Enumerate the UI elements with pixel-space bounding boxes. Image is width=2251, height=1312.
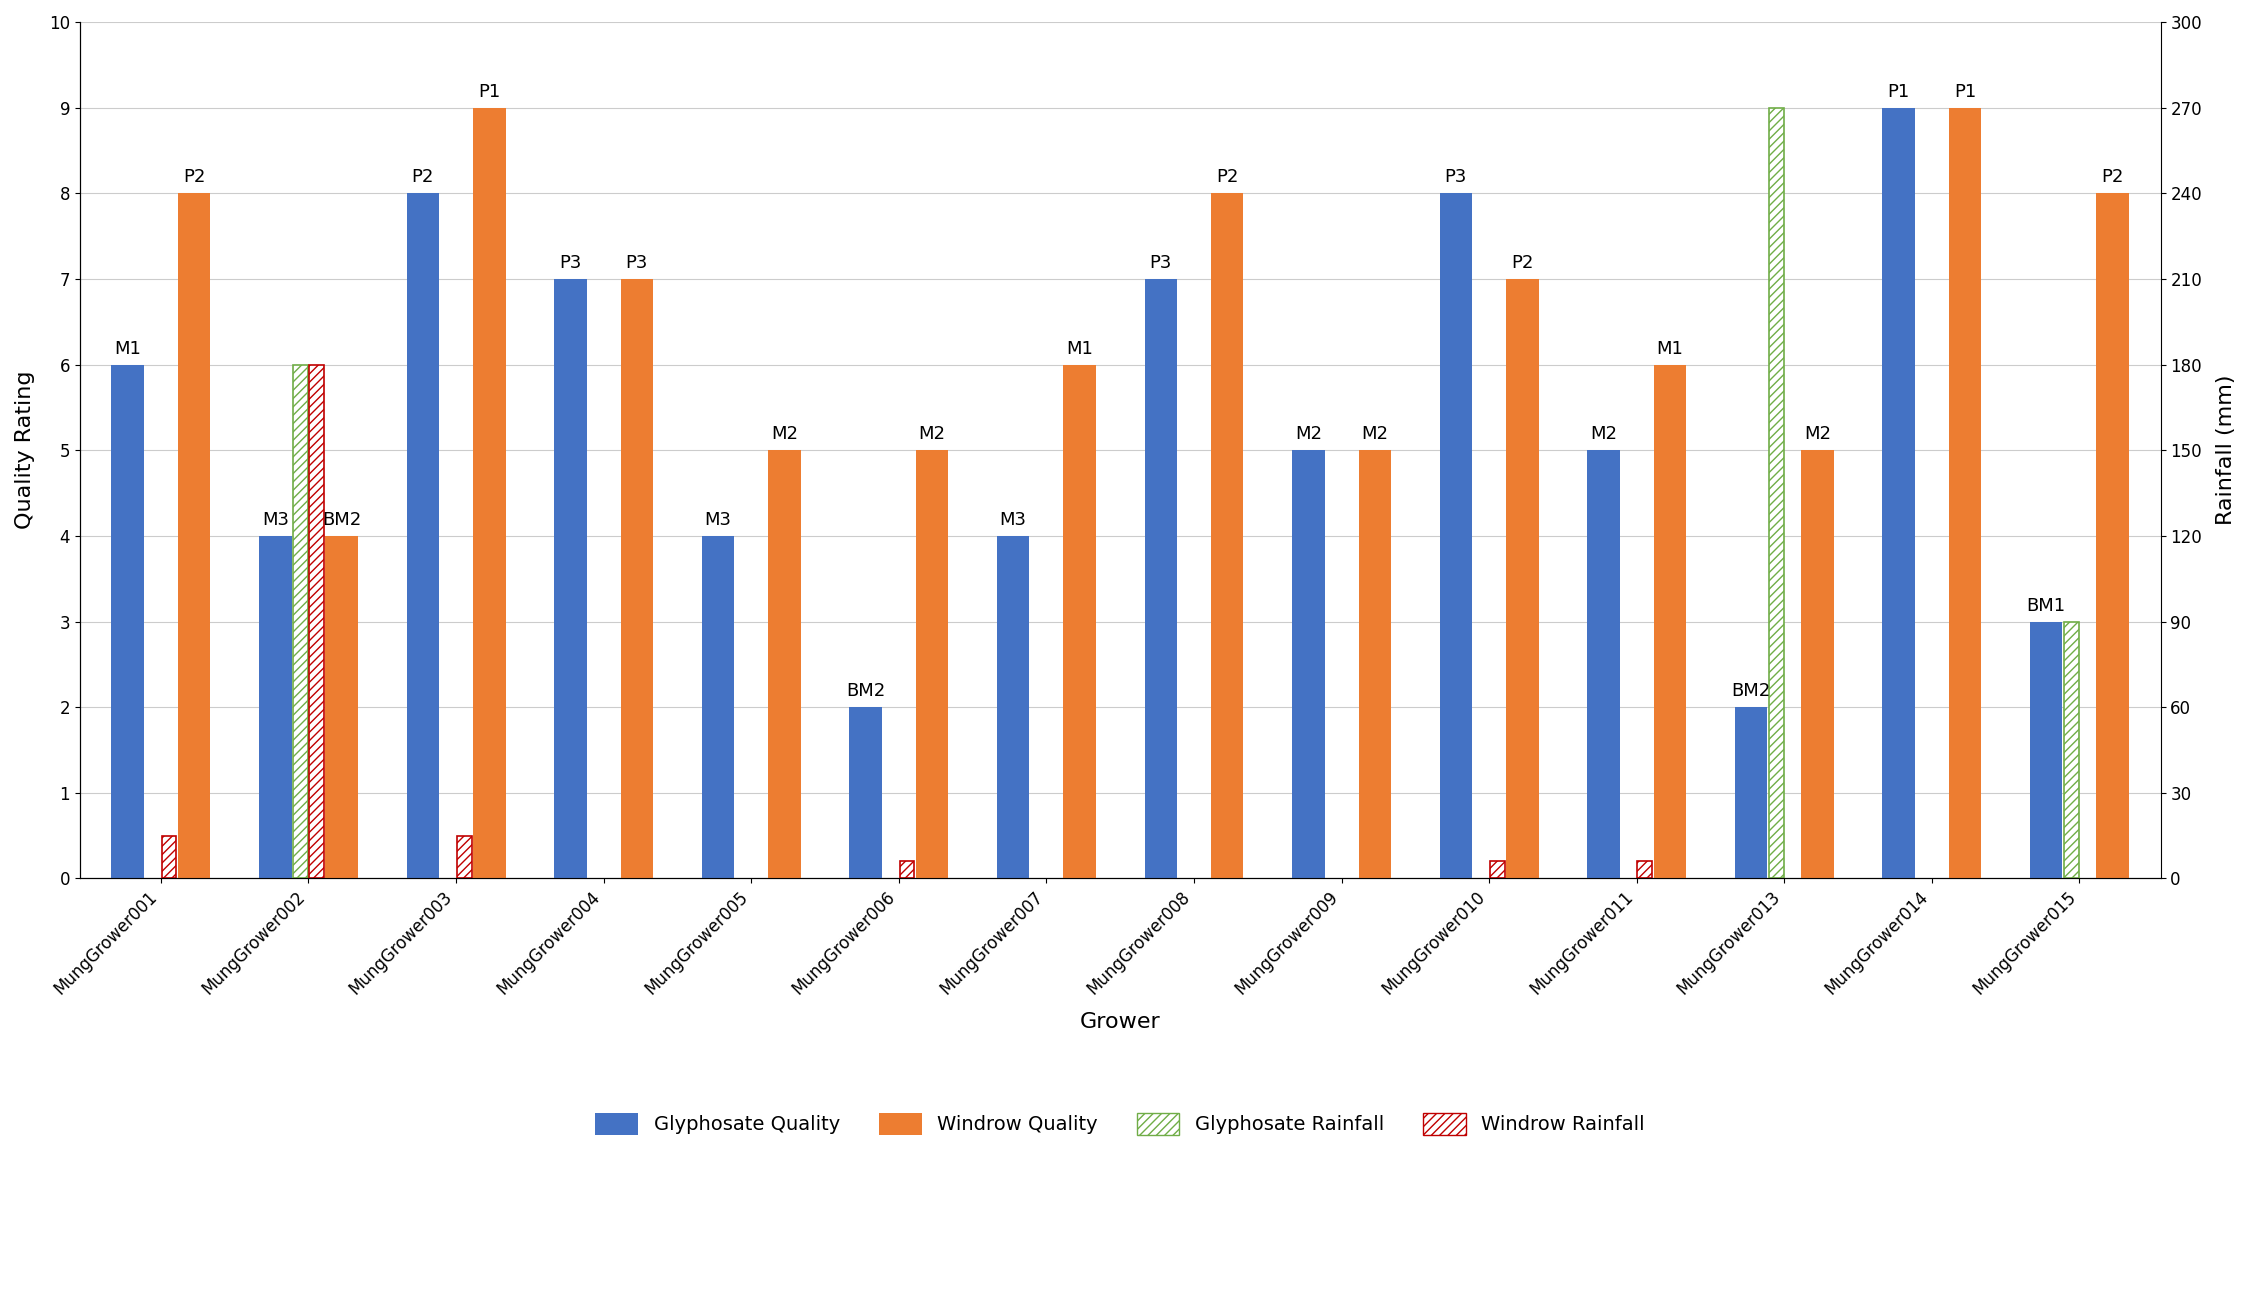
Text: P2: P2 (1216, 168, 1238, 186)
Bar (2064, 622, 2078, 879)
Bar (997, 535, 1029, 879)
Text: M2: M2 (1294, 425, 1321, 443)
Bar (407, 193, 439, 879)
Bar (1769, 108, 1783, 879)
Bar (1292, 450, 1324, 879)
Bar (1654, 365, 1686, 879)
Bar (113, 365, 144, 879)
Bar (259, 535, 293, 879)
Bar (326, 535, 358, 879)
Text: P1: P1 (1889, 83, 1909, 101)
Text: BM1: BM1 (2026, 597, 2066, 615)
Bar (916, 450, 948, 879)
Bar (1882, 108, 1916, 879)
Text: M2: M2 (918, 425, 945, 443)
Text: P3: P3 (626, 255, 648, 272)
Text: P3: P3 (1150, 255, 1173, 272)
Bar (1360, 450, 1391, 879)
Text: P2: P2 (412, 168, 434, 186)
Bar (1144, 279, 1177, 879)
Text: M3: M3 (705, 512, 732, 529)
Text: P2: P2 (2102, 168, 2125, 186)
Bar (849, 707, 882, 879)
Bar (1506, 279, 1540, 879)
X-axis label: Grower: Grower (1080, 1013, 1162, 1033)
Bar (702, 535, 734, 879)
Text: M2: M2 (1803, 425, 1830, 443)
Bar (473, 108, 506, 879)
Bar (1441, 193, 1472, 879)
Bar (621, 279, 653, 879)
Text: M2: M2 (1589, 425, 1616, 443)
Bar (1211, 193, 1243, 879)
Text: M2: M2 (1362, 425, 1389, 443)
Text: M1: M1 (1657, 340, 1684, 358)
Bar (1736, 707, 1767, 879)
Text: P2: P2 (182, 168, 205, 186)
Bar (2030, 622, 2062, 879)
Bar (1949, 108, 1981, 879)
Bar (768, 450, 801, 879)
Text: P3: P3 (1445, 168, 1468, 186)
Text: BM2: BM2 (846, 682, 885, 701)
Text: P1: P1 (1954, 83, 1976, 101)
Bar (457, 836, 470, 879)
Bar (308, 365, 324, 879)
Bar (1801, 450, 1835, 879)
Text: BM2: BM2 (1731, 682, 1772, 701)
Text: BM2: BM2 (322, 512, 362, 529)
Bar (1062, 365, 1096, 879)
Y-axis label: Rainfall (mm): Rainfall (mm) (2215, 375, 2235, 526)
Text: M1: M1 (1067, 340, 1094, 358)
Text: M1: M1 (115, 340, 142, 358)
Bar (1636, 862, 1652, 879)
Bar (162, 836, 176, 879)
Bar (2096, 193, 2129, 879)
Bar (554, 279, 588, 879)
Bar (1587, 450, 1621, 879)
Bar (178, 193, 209, 879)
Text: M3: M3 (999, 512, 1026, 529)
Text: P1: P1 (477, 83, 500, 101)
Bar (900, 862, 914, 879)
Bar (293, 365, 308, 879)
Bar (1490, 862, 1504, 879)
Legend: Glyphosate Quality, Windrow Quality, Glyphosate Rainfall, Windrow Rainfall: Glyphosate Quality, Windrow Quality, Gly… (588, 1105, 1652, 1143)
Text: M3: M3 (261, 512, 288, 529)
Y-axis label: Quality Rating: Quality Rating (16, 371, 36, 530)
Text: P2: P2 (1510, 255, 1533, 272)
Text: P3: P3 (558, 255, 581, 272)
Text: M2: M2 (770, 425, 797, 443)
